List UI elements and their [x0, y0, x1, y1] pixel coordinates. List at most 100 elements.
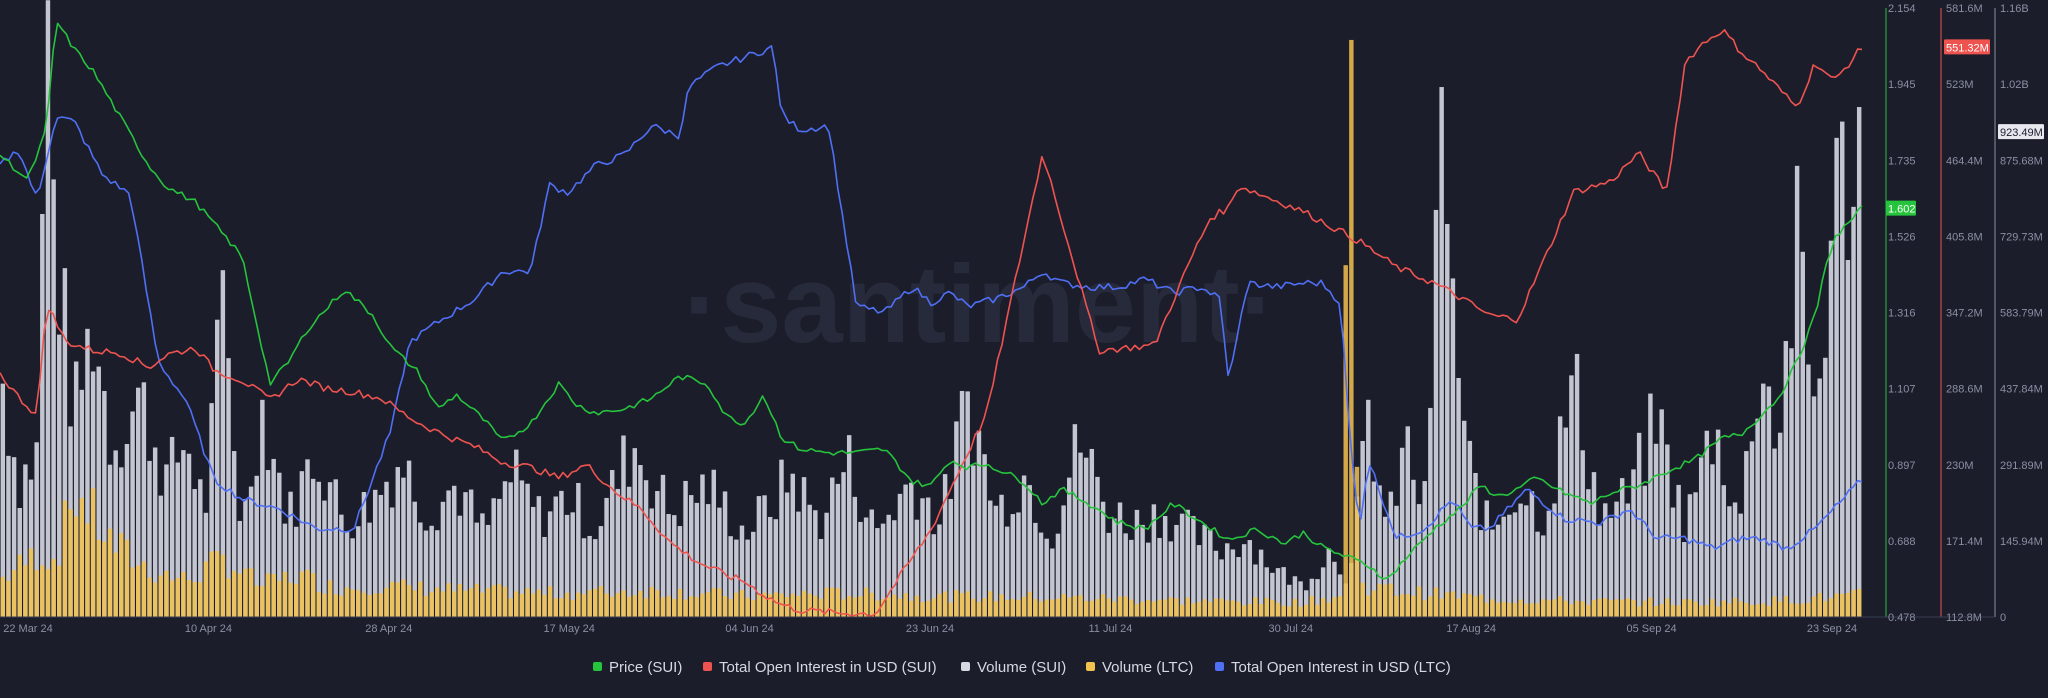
volume-ltc-bar	[598, 586, 604, 617]
volume-sui-bar	[604, 497, 609, 617]
volume-ltc-bar	[480, 592, 485, 617]
volume-ltc-bar	[694, 597, 700, 617]
volume-ltc-bar	[1614, 599, 1619, 617]
volume-sui-bar	[40, 213, 45, 618]
volume-ltc-bar	[373, 593, 378, 617]
volume-ltc-bar	[1439, 598, 1444, 617]
volume-ltc-bar	[892, 594, 897, 617]
watermark: ·santiment·	[684, 243, 1277, 366]
volume-ltc-bar	[1693, 601, 1698, 617]
volume-ltc-bar	[237, 573, 243, 617]
volume-ltc-bar	[316, 591, 322, 617]
volume-sui-bar	[694, 502, 700, 617]
volume-ltc-bar	[169, 580, 175, 617]
volume-sui-bar	[1230, 549, 1236, 617]
volume-ltc-bar	[1687, 599, 1693, 617]
volume-ltc-bar	[1597, 598, 1602, 617]
volume-ltc-bar	[1715, 606, 1721, 617]
volume-ltc-bar	[1856, 589, 1862, 617]
volume-sui-bar	[666, 514, 671, 617]
volume-ltc-bar	[1445, 592, 1450, 617]
volume-ltc-bar	[1794, 603, 1800, 617]
legend-item: Volume (SUI)	[961, 659, 1066, 676]
volume-sui-bar	[920, 498, 925, 617]
volume-ltc-bar	[198, 582, 203, 617]
volume-ltc-bar	[147, 577, 152, 617]
volume-sui-bar	[305, 459, 310, 617]
volume-ltc-bar	[801, 591, 807, 617]
volume-ltc-bar	[705, 592, 711, 617]
price-tick-label: 1.945	[1888, 79, 1916, 91]
volume-sui-bar	[959, 390, 965, 617]
volume-ltc-bar	[1382, 584, 1388, 617]
volume-ltc-bar	[1033, 598, 1038, 617]
volume-sui-bar	[1636, 432, 1642, 617]
volume-sui-bar	[1095, 476, 1100, 617]
volume-ltc-bar	[51, 559, 56, 617]
volume-ltc-bar	[474, 583, 480, 617]
volume-sui-bar	[1721, 485, 1726, 617]
volume-sui-bar	[1755, 418, 1760, 617]
volume-ltc-bar	[1247, 604, 1253, 617]
volume-sui-bar	[1603, 503, 1608, 617]
volume-ltc-bar	[1253, 597, 1258, 617]
volume-ltc-bar	[1422, 600, 1427, 617]
volume-sui-bar	[1715, 429, 1721, 617]
volume-sui-bar	[378, 494, 384, 617]
volume-sui-bar	[1320, 567, 1326, 617]
volume-ltc-bar	[79, 497, 85, 617]
volume-ltc-bar	[1179, 604, 1185, 617]
volume-sui-bar	[1315, 579, 1320, 617]
x-tick-label: 30 Jul 24	[1268, 623, 1313, 635]
plot-area	[0, 0, 1863, 618]
volume-ltc-bar	[1817, 592, 1822, 617]
volume-ltc-bar	[34, 570, 39, 617]
volume-sui-bar	[1213, 550, 1219, 617]
volume-ltc-bar	[677, 588, 683, 617]
volume-sui-bar	[356, 526, 361, 617]
volume-sui-bar	[948, 498, 953, 617]
volume-ltc-bar	[1140, 601, 1145, 617]
volume-sui-bar	[818, 538, 824, 617]
volume-ltc-bar	[779, 593, 784, 617]
volume-ltc-bar	[175, 577, 180, 617]
volume-ltc-bar	[993, 601, 999, 617]
volume-ltc-bar	[1016, 599, 1021, 617]
volume-ltc-bar	[294, 584, 299, 617]
volume-sui-bar	[429, 525, 434, 617]
volume-sui-bar	[734, 539, 739, 617]
volume-sui-bar	[1777, 432, 1783, 617]
volume-ltc-bar	[1473, 596, 1478, 617]
volume-tick-label: 145.94M	[2000, 536, 2043, 548]
volume-ltc-bar	[807, 593, 812, 617]
volume-sui-bar	[1072, 424, 1078, 617]
volume-ltc-bar	[1586, 604, 1591, 617]
volume-sui-bar	[751, 531, 756, 617]
volume-sui-bar	[85, 328, 90, 617]
volume-ltc-bar	[491, 585, 496, 617]
volume-sui-bar	[536, 496, 542, 617]
volume-ltc-bar	[1840, 593, 1845, 617]
volume-sui-bar	[796, 511, 801, 617]
volume-sui-bar	[1405, 426, 1411, 617]
volume-sui-bar	[931, 534, 937, 617]
volume-sui-bar	[169, 436, 175, 617]
volume-sui-bar	[643, 480, 649, 617]
volume-ltc-bar	[1258, 604, 1264, 617]
volume-sui-bar	[1179, 513, 1185, 617]
volume-ltc-bar	[90, 488, 96, 617]
volume-ltc-bar	[1732, 597, 1738, 617]
volume-sui-bar	[942, 474, 948, 617]
legend-swatch	[703, 662, 712, 671]
volume-sui-bar	[1727, 506, 1732, 617]
volume-ltc-bar	[344, 587, 350, 617]
volume-sui-bar	[1495, 524, 1501, 617]
volume-ltc-bar	[688, 596, 694, 617]
x-tick-label: 23 Sep 24	[1807, 623, 1857, 635]
volume-ltc-bar	[784, 596, 790, 617]
volume-ltc-bar	[389, 581, 395, 617]
volume-ltc-bar	[186, 580, 192, 617]
volume-sui-bar	[1450, 278, 1456, 617]
volume-sui-bar	[248, 486, 254, 617]
volume-ltc-bar	[1529, 603, 1535, 617]
